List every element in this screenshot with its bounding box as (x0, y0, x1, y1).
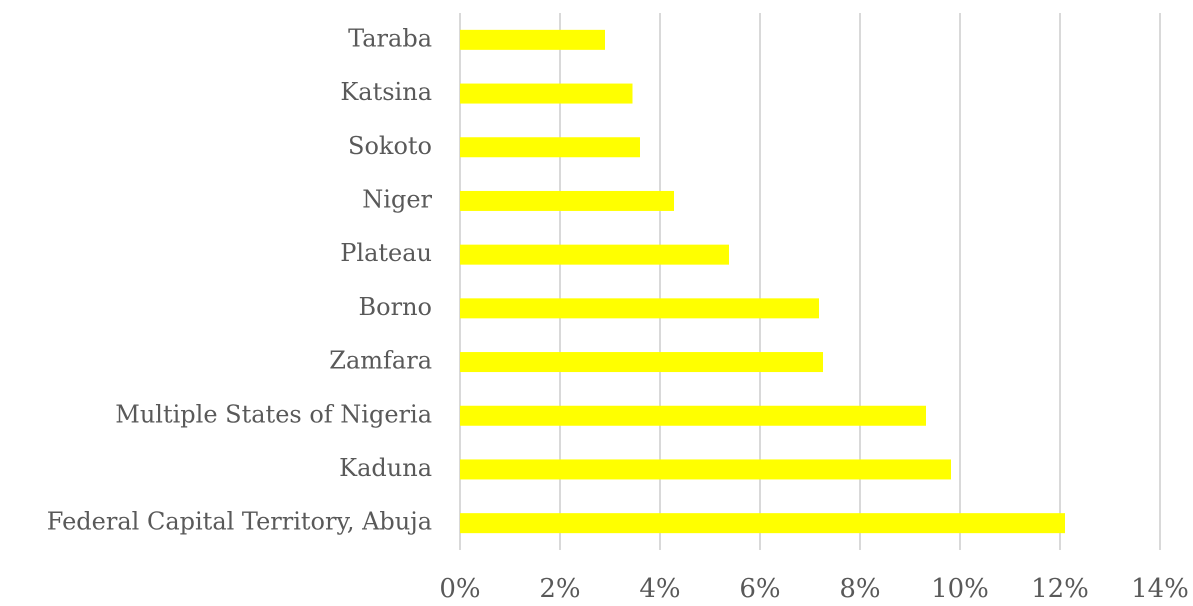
bar (460, 29, 605, 50)
bar (460, 190, 674, 211)
bar (460, 405, 926, 426)
y-tick-label: Sokoto (348, 132, 432, 160)
bar (460, 513, 1065, 534)
bar (460, 298, 819, 319)
bar (460, 244, 729, 265)
x-tick-label: 8% (839, 574, 880, 604)
y-tick-label: Taraba (348, 24, 432, 52)
x-tick-label: 0% (439, 574, 480, 604)
bar (460, 83, 633, 104)
x-tick-label: 14% (1131, 574, 1189, 604)
y-tick-label: Niger (362, 185, 432, 213)
y-tick-label: Kaduna (339, 454, 432, 482)
y-tick-label: Federal Capital Territory, Abuja (47, 508, 432, 536)
x-tick-label: 6% (739, 574, 780, 604)
x-tick-label: 12% (1031, 574, 1089, 604)
x-tick-label: 10% (931, 574, 989, 604)
bar (460, 459, 951, 480)
y-tick-label: Zamfara (329, 347, 432, 375)
x-tick-label: 4% (639, 574, 680, 604)
bar (460, 352, 823, 373)
y-tick-label: Plateau (340, 239, 432, 267)
bar (460, 137, 640, 158)
y-tick-label: Katsina (340, 78, 432, 106)
x-tick-label: 2% (539, 574, 580, 604)
y-tick-label: Borno (359, 293, 432, 321)
y-tick-label: Multiple States of Nigeria (115, 400, 432, 428)
